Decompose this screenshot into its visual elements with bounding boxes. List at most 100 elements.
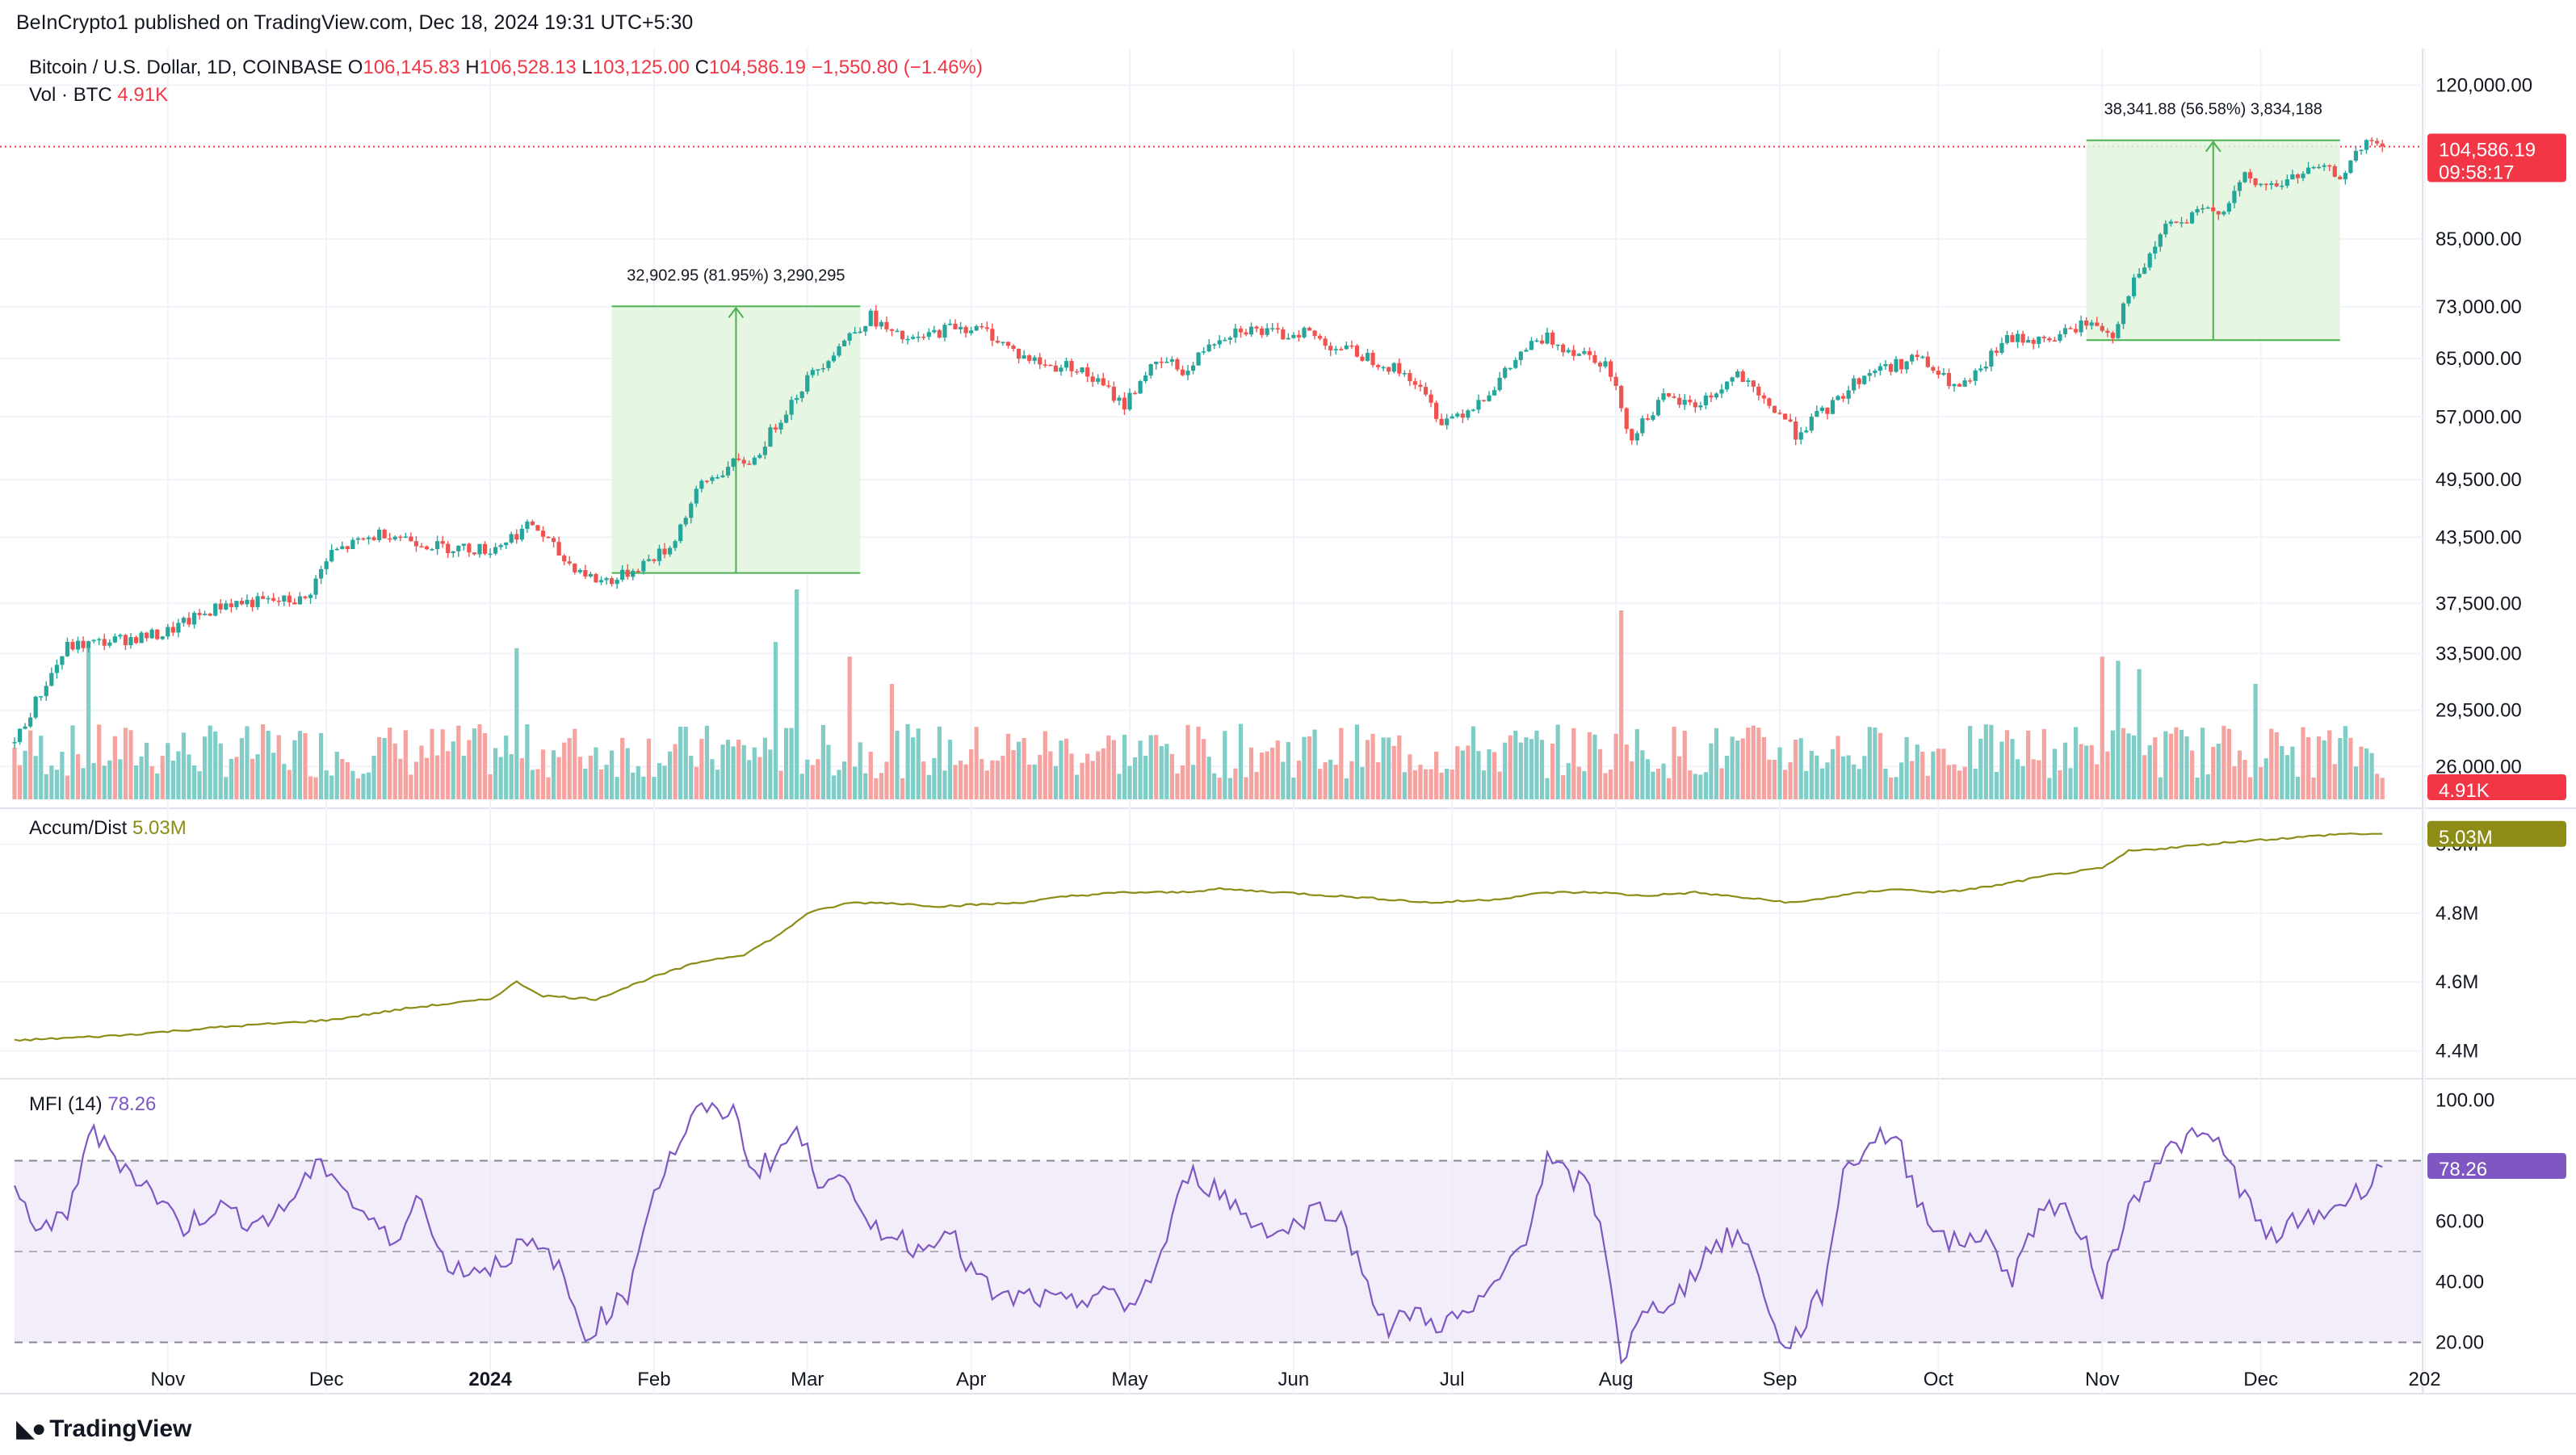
volume-bar	[12, 748, 17, 799]
candle-body	[1487, 395, 1491, 401]
volume-bar	[2010, 739, 2015, 799]
volume-bar	[747, 760, 752, 799]
candle-body	[2284, 179, 2289, 186]
mfi-tick-label: 20.00	[2435, 1332, 2484, 1354]
candle-body	[1873, 371, 1877, 374]
volume-bar	[1920, 752, 1925, 799]
candle-body	[2068, 328, 2073, 329]
volume-bar	[191, 765, 197, 799]
candle-body	[826, 361, 831, 368]
volume-bar	[1429, 769, 1433, 799]
volume-bar	[176, 751, 181, 799]
volume-bar	[562, 742, 567, 799]
volume-bar	[1640, 750, 1645, 799]
candle-body	[2004, 335, 2010, 343]
price-tick-label: 43,500.00	[2435, 526, 2522, 548]
candle-body	[1825, 407, 1830, 414]
x-tick-label: Jul	[1440, 1369, 1465, 1390]
volume-bar	[181, 732, 187, 799]
candle-body	[2058, 333, 2062, 341]
volume-bar	[1307, 736, 1312, 799]
volume-bar	[1349, 761, 1354, 799]
candle-body	[1053, 365, 1058, 372]
candle-body	[191, 613, 197, 625]
candle-body	[102, 639, 107, 646]
volume-bar	[49, 765, 54, 799]
candle-body	[271, 598, 276, 601]
candle-body	[1043, 364, 1047, 366]
candle-body	[2353, 150, 2359, 161]
change-value: −1,550.80 (−1.46%)	[811, 57, 983, 78]
volume-bar	[139, 756, 144, 799]
accum-dist-title[interactable]: Accum/Dist	[29, 817, 128, 839]
candle-body	[1852, 378, 1856, 391]
volume-bar	[525, 724, 530, 799]
candle-body	[456, 545, 461, 551]
candle-body	[1481, 400, 1487, 401]
candle-body	[1719, 389, 1724, 394]
candle-body	[1571, 350, 1576, 356]
candle-body	[573, 563, 577, 572]
candle-body	[795, 397, 799, 400]
volume-bar	[208, 725, 212, 799]
candle-body	[1709, 395, 1714, 398]
volume-bar	[1777, 747, 1782, 799]
candle-body	[118, 635, 123, 637]
volume-bar	[1471, 726, 1476, 799]
candle-body	[2301, 174, 2305, 178]
volume-bar	[799, 774, 804, 799]
volume-bar	[2068, 768, 2073, 799]
candle-body	[789, 400, 794, 415]
volume-bar	[1238, 723, 1244, 799]
volume-bar	[187, 754, 191, 799]
candle-body	[1529, 341, 1534, 350]
price-tick-label: 33,500.00	[2435, 643, 2522, 665]
candle-body	[1349, 345, 1354, 347]
volume-bar	[710, 759, 715, 799]
volume-bar	[2031, 759, 2036, 799]
candle-body	[224, 603, 229, 610]
candle-body	[1898, 359, 1904, 370]
volume-bar	[853, 766, 858, 799]
volume-bar	[1011, 750, 1016, 799]
volume-bar	[2020, 765, 2025, 799]
candle-body	[1798, 432, 1803, 440]
candle-body	[1492, 390, 1497, 396]
candle-body	[1370, 352, 1375, 366]
candle-body	[350, 539, 355, 550]
candle-body	[921, 336, 926, 338]
volume-bar	[424, 757, 430, 799]
candle-body	[900, 330, 905, 340]
candle-body	[1328, 346, 1333, 350]
volume-value-label-text: 4.91K	[2439, 780, 2490, 802]
tradingview-logo[interactable]: ◣● TradingView	[16, 1415, 191, 1443]
volume-bar	[2142, 755, 2147, 799]
volume-bar	[509, 753, 514, 799]
volume-bar	[324, 770, 329, 799]
volume-bar	[155, 773, 160, 799]
candle-body	[525, 521, 530, 529]
candle-body	[715, 477, 720, 479]
candle-body	[2201, 208, 2205, 210]
volume-bar	[805, 759, 810, 799]
volume-bar	[33, 756, 38, 799]
volume-bar	[203, 736, 208, 799]
candle-body	[498, 545, 503, 547]
volume-bar	[388, 728, 392, 799]
volume-bar	[2253, 684, 2258, 799]
volume-bar	[1524, 737, 1529, 799]
volume-title[interactable]: Vol · BTC	[29, 84, 112, 106]
mfi-title[interactable]: MFI (14)	[29, 1093, 103, 1115]
symbol-title[interactable]: Bitcoin / U.S. Dollar, 1D, COINBASE	[29, 57, 343, 78]
candle-body	[197, 613, 202, 615]
volume-bar	[1888, 777, 1894, 799]
candle-body	[884, 321, 889, 329]
candle-body	[2364, 140, 2369, 150]
candle-body	[1920, 356, 1925, 359]
candle-body	[440, 541, 445, 544]
volume-bar	[1223, 731, 1227, 799]
volume-bar	[577, 757, 582, 799]
volume-bar	[1873, 728, 1877, 799]
volume-bar	[678, 726, 683, 799]
volume-bar	[1122, 735, 1127, 799]
